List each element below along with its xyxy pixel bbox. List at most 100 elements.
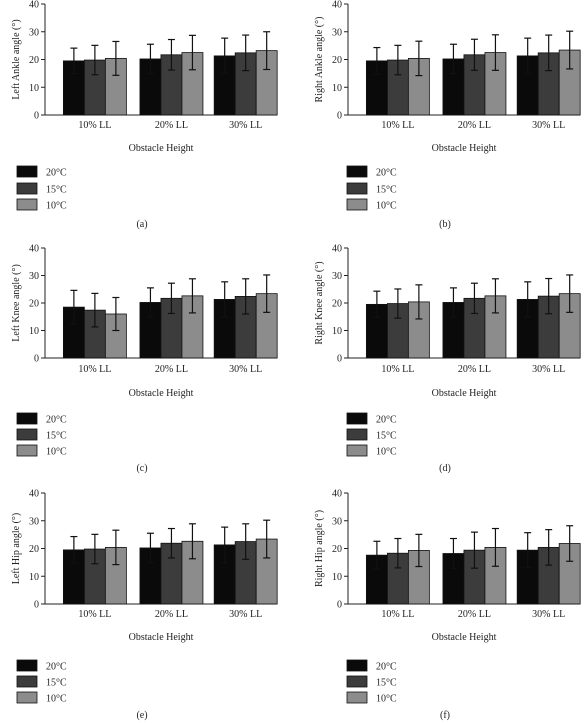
x-tick-label: 10% LL <box>381 364 414 375</box>
y-tick-label: 40 <box>29 244 39 255</box>
legend: 20°C 15°C 10°C <box>16 165 67 212</box>
y-tick-label: 20 <box>332 544 342 555</box>
y-tick-label: 40 <box>332 489 342 500</box>
chart-panel-b: 0 10 20 30 40 Right Ankle angle (°) 10% LL 20% … <box>314 0 581 230</box>
y-tick-label: 20 <box>332 299 342 310</box>
y-tick-label: 30 <box>29 271 39 282</box>
panel-label: (e) <box>136 710 147 721</box>
legend-label: 10°C <box>376 447 397 458</box>
x-tick-label: 30% LL <box>532 609 565 620</box>
legend-label: 10°C <box>376 694 397 705</box>
y-tick-label: 40 <box>332 0 342 11</box>
legend-label: 20°C <box>46 415 67 426</box>
y-tick-label: 20 <box>29 544 39 555</box>
y-tick-label: 10 <box>29 326 39 337</box>
x-axis-label: Obstacle Height <box>432 388 497 399</box>
y-tick-label: 10 <box>29 83 39 94</box>
x-tick-label: 10% LL <box>78 364 111 375</box>
x-tick-label: 30% LL <box>532 120 565 131</box>
x-tick-label: 10% LL <box>78 609 111 620</box>
legend-swatch <box>346 444 368 457</box>
legend-swatch <box>346 691 368 704</box>
legend-label: 15°C <box>46 185 67 196</box>
legend-label: 15°C <box>376 185 397 196</box>
chart-panel-a: 0 10 20 30 40 Left Ankle angle (°) 10% LL 20% L… <box>11 0 278 230</box>
legend-label: 15°C <box>376 431 397 442</box>
x-axis-label: Obstacle Height <box>129 388 194 399</box>
panel-label: (a) <box>136 219 147 230</box>
y-axis-label: Right Ankle angle (°) <box>314 17 325 103</box>
x-axis-label: Obstacle Height <box>129 632 194 643</box>
legend-swatch <box>346 165 368 178</box>
y-tick-label: 30 <box>332 271 342 282</box>
x-tick-label: 30% LL <box>532 364 565 375</box>
y-tick-label: 20 <box>332 55 342 66</box>
y-tick-label: 40 <box>29 0 39 11</box>
y-tick-label: 40 <box>332 244 342 255</box>
legend-swatch <box>16 444 38 457</box>
legend-swatch <box>346 428 368 441</box>
legend-label: 20°C <box>376 662 397 673</box>
legend-swatch <box>346 198 368 211</box>
y-tick-label: 20 <box>29 299 39 310</box>
y-tick-label: 30 <box>29 27 39 38</box>
legend-label: 15°C <box>376 678 397 689</box>
legend-label: 20°C <box>376 415 397 426</box>
x-tick-label: 10% LL <box>78 120 111 131</box>
x-axis-label: Obstacle Height <box>129 143 194 154</box>
x-tick-label: 30% LL <box>229 120 262 131</box>
legend-label: 10°C <box>46 447 67 458</box>
legend: 20°C 15°C 10°C <box>346 412 397 458</box>
x-tick-label: 20% LL <box>155 364 188 375</box>
legend: 20°C 15°C 10°C <box>16 412 67 458</box>
y-tick-label: 0 <box>34 600 39 611</box>
y-tick-label: 0 <box>337 111 342 122</box>
legend-swatch <box>16 659 38 672</box>
x-axis-label: Obstacle Height <box>432 143 497 154</box>
legend-swatch <box>16 412 38 425</box>
y-axis-label: Right Hip angle (°) <box>314 510 325 587</box>
legend-label: 10°C <box>46 201 67 212</box>
y-tick-label: 30 <box>29 516 39 527</box>
y-tick-label: 10 <box>332 83 342 94</box>
legend-label: 20°C <box>376 168 397 179</box>
panel-label: (c) <box>136 463 147 474</box>
legend-swatch <box>16 691 38 704</box>
legend-label: 15°C <box>46 431 67 442</box>
x-tick-label: 10% LL <box>381 609 414 620</box>
legend: 20°C 15°C 10°C <box>346 165 397 212</box>
x-tick-label: 20% LL <box>155 120 188 131</box>
chart-panel-e: 0 10 20 30 40 Left Hip angle (°) 10% LL 20% LL 3… <box>11 489 278 721</box>
legend-swatch <box>346 412 368 425</box>
legend-label: 20°C <box>46 168 67 179</box>
panel-label: (b) <box>439 219 451 230</box>
legend: 20°C 15°C 10°C <box>16 659 67 705</box>
y-tick-label: 30 <box>332 516 342 527</box>
panel-label: (f) <box>440 710 450 721</box>
legend-label: 15°C <box>46 678 67 689</box>
y-axis-label: Left Ankle angle (°) <box>11 19 22 99</box>
x-axis-label: Obstacle Height <box>432 632 497 643</box>
legend-swatch <box>16 182 38 195</box>
legend-swatch <box>16 428 38 441</box>
legend: 20°C 15°C 10°C <box>346 659 397 705</box>
x-tick-label: 20% LL <box>458 609 491 620</box>
y-tick-label: 0 <box>337 354 342 365</box>
y-tick-label: 0 <box>337 600 342 611</box>
y-tick-label: 30 <box>332 27 342 38</box>
legend-label: 20°C <box>46 662 67 673</box>
legend-swatch <box>346 675 368 688</box>
legend-swatch <box>346 182 368 195</box>
y-tick-label: 10 <box>332 326 342 337</box>
y-axis-label: Left Hip angle (°) <box>11 513 22 584</box>
legend-swatch <box>16 675 38 688</box>
y-axis-label: Right Knee angle (°) <box>314 261 325 344</box>
x-tick-label: 30% LL <box>229 364 262 375</box>
y-tick-label: 0 <box>34 111 39 122</box>
y-tick-label: 10 <box>332 572 342 583</box>
chart-panel-f: 0 10 20 30 40 Right Hip angle (°) 10% LL 20% LL… <box>314 489 581 721</box>
legend-swatch <box>346 659 368 672</box>
legend-label: 10°C <box>46 694 67 705</box>
y-axis-label: Left Knee angle (°) <box>11 264 22 342</box>
